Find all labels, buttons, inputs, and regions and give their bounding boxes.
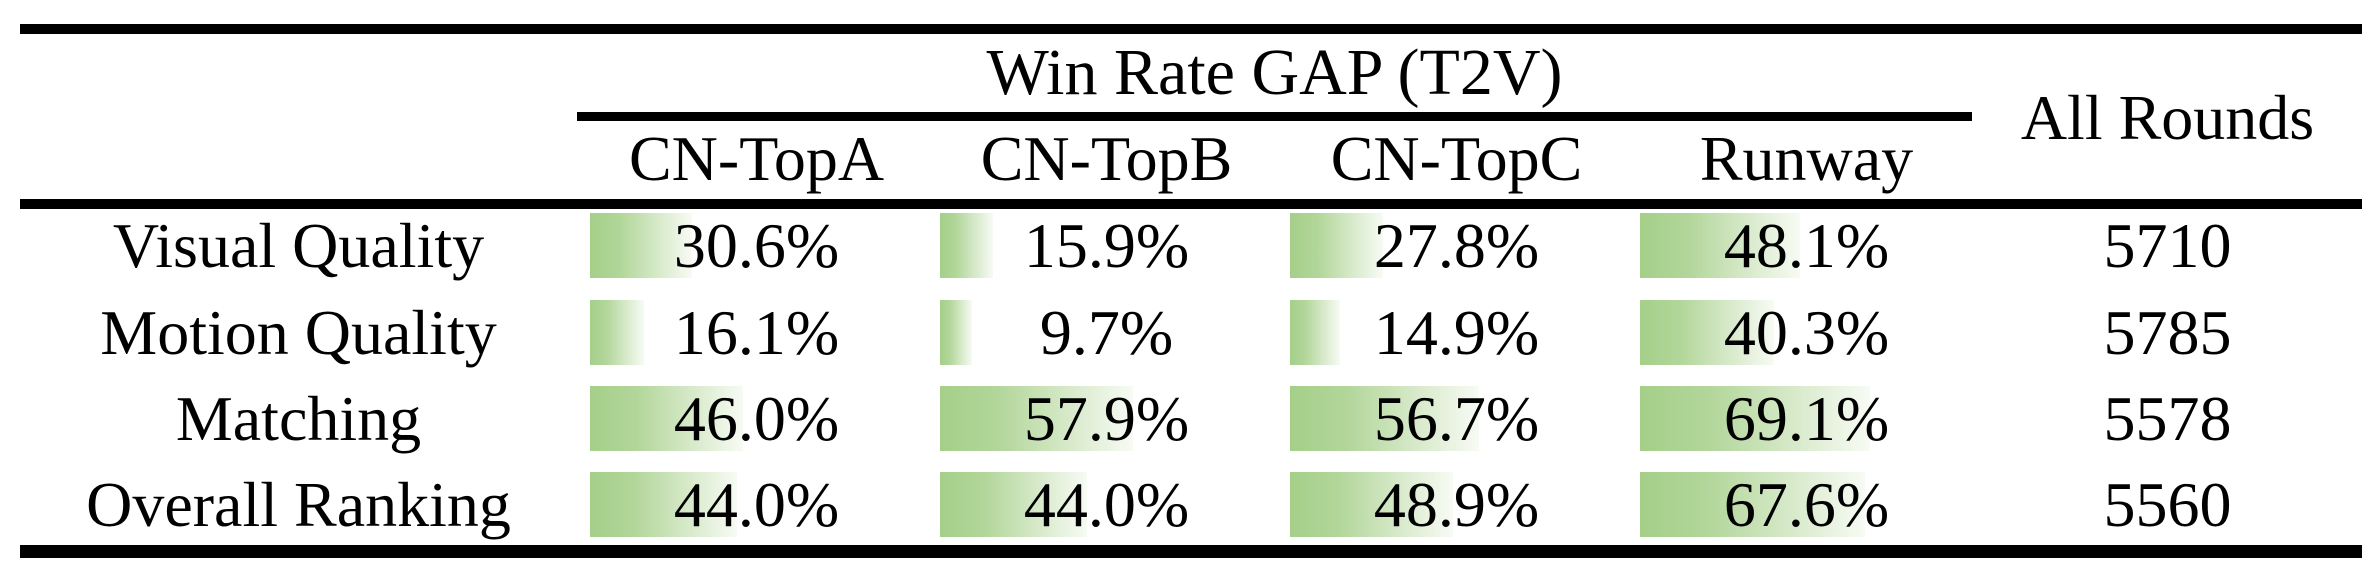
column-header-cn-topc: CN-TopC: [1330, 122, 1583, 194]
winrate-value: 14.9%: [1373, 296, 1540, 368]
table-row: Overall Ranking 44.0% 44.0% 48.9% 67.6% 5560: [0, 472, 2376, 537]
winrate-value: 46.0%: [673, 382, 840, 454]
all-rounds-value: 5560: [2103, 468, 2232, 540]
winrate-bar: [590, 213, 692, 278]
winrate-bar: [1640, 386, 1870, 451]
winrate-cell: 44.0%: [940, 472, 1273, 537]
table-row: Motion Quality 16.1% 9.7% 14.9% 40.3% 5785: [0, 300, 2376, 365]
winrate-cell: 27.8%: [1290, 213, 1623, 278]
winrate-cell: 48.9%: [1290, 472, 1623, 537]
table-row: Visual Quality 30.6% 15.9% 27.8% 48.1% 5710: [0, 213, 2376, 278]
winrate-cell: 14.9%: [1290, 300, 1623, 365]
winrate-bar: [590, 386, 743, 451]
group-header-underline-rule: [577, 112, 1972, 121]
column-header-all-rounds: All Rounds: [2020, 82, 2315, 153]
column-header-cn-topa: CN-TopA: [628, 122, 885, 194]
header-separator-rule: [20, 199, 2362, 209]
winrate-bar: [590, 472, 737, 537]
table-row: Matching 46.0% 57.9% 56.7% 69.1% 5578: [0, 386, 2376, 451]
all-rounds-value: 5785: [2103, 296, 2232, 368]
winrate-bar: [940, 472, 1087, 537]
winrate-value: 9.7%: [1039, 296, 1174, 368]
row-label: Overall Ranking: [86, 468, 511, 540]
winrate-cell: 40.3%: [1640, 300, 1973, 365]
winrate-cell: 46.0%: [590, 386, 923, 451]
winrate-cell: 9.7%: [940, 300, 1273, 365]
winrate-cell: 16.1%: [590, 300, 923, 365]
winrate-bar: [940, 386, 1133, 451]
winrate-bar: [1640, 472, 1865, 537]
winrate-bar: [940, 213, 993, 278]
winrate-cell: 67.6%: [1640, 472, 1973, 537]
winrate-value: 15.9%: [1023, 209, 1190, 281]
winrate-value: 57.9%: [1023, 382, 1190, 454]
winrate-cell: 56.7%: [1290, 386, 1623, 451]
winrate-bar: [1640, 213, 1800, 278]
row-label: Visual Quality: [112, 209, 485, 281]
winrate-bar: [1640, 300, 1774, 365]
winrate-bar: [1290, 386, 1479, 451]
winrate-bar: [1290, 472, 1453, 537]
winrate-value: 40.3%: [1723, 296, 1890, 368]
row-label: Motion Quality: [100, 296, 497, 368]
winrate-bar: [940, 300, 972, 365]
winrate-value: 44.0%: [1023, 468, 1190, 540]
winrate-value: 30.6%: [673, 209, 840, 281]
bottom-rule: [20, 545, 2362, 558]
winrate-value: 56.7%: [1373, 382, 1540, 454]
column-header-cn-topb: CN-TopB: [980, 122, 1233, 194]
winrate-cell: 48.1%: [1640, 213, 1973, 278]
winrate-cell: 57.9%: [940, 386, 1273, 451]
winrate-value: 48.1%: [1723, 209, 1890, 281]
winrate-bar: [590, 300, 644, 365]
winrate-value: 16.1%: [673, 296, 840, 368]
top-rule: [20, 24, 2362, 34]
winrate-cell: 69.1%: [1640, 386, 1973, 451]
winrate-value: 69.1%: [1723, 382, 1890, 454]
column-header-runway: Runway: [1699, 122, 1914, 194]
winrate-value: 48.9%: [1373, 468, 1540, 540]
row-label: Matching: [175, 382, 422, 454]
winrate-value: 27.8%: [1373, 209, 1540, 281]
winrate-cell: 44.0%: [590, 472, 923, 537]
winrate-bar: [1290, 213, 1383, 278]
winrate-value: 67.6%: [1723, 468, 1890, 540]
winrate-cell: 15.9%: [940, 213, 1273, 278]
all-rounds-value: 5710: [2103, 209, 2232, 281]
winrate-value: 44.0%: [673, 468, 840, 540]
group-header-win-rate-gap: Win Rate GAP (T2V): [986, 36, 1563, 109]
winrate-bar: [1290, 300, 1340, 365]
all-rounds-value: 5578: [2103, 382, 2232, 454]
winrate-cell: 30.6%: [590, 213, 923, 278]
